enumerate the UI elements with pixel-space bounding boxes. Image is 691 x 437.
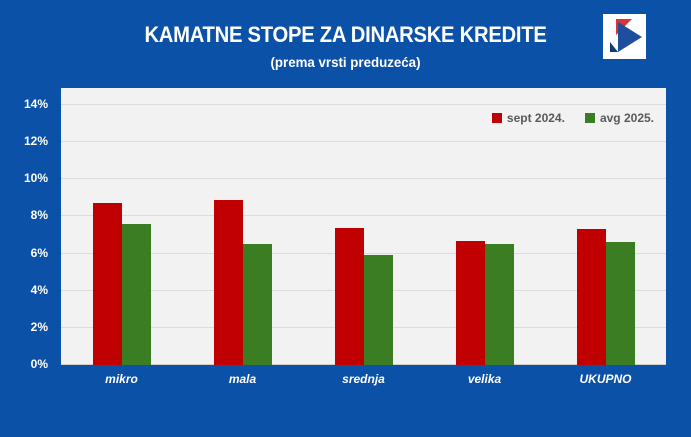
chevron-arrow-logo [603, 14, 646, 59]
x-tick-label-mala: mala [228, 372, 257, 386]
bar-mala-avg2025 [242, 244, 272, 365]
bar-mikro-avg2025 [121, 223, 151, 365]
bar-UKUPNO-sept2024 [576, 229, 606, 365]
bar-srednja-avg2025 [363, 255, 393, 365]
y-tick-label: 10% [23, 171, 48, 186]
bar-srednja-sept2024 [334, 227, 364, 365]
legend-label: avg 2025. [599, 111, 654, 125]
x-axis: mikro mala srednja velika UKUPNO [61, 372, 666, 392]
gridline-12 [61, 141, 666, 143]
gridline-6 [61, 252, 666, 254]
y-tick-label: 2% [30, 319, 48, 334]
legend: sept 2024. avg 2025. [491, 111, 654, 125]
legend-item-sept-2024: sept 2024. [491, 111, 565, 125]
y-axis: 0% 2% 4% 6% 8% 10% 12% 14% [0, 88, 54, 371]
bar-UKUPNO-avg2025 [605, 242, 635, 365]
x-tick-label-srednja: srednja [342, 372, 385, 386]
bar-mala-sept2024 [213, 199, 243, 365]
y-tick-label: 12% [23, 134, 48, 149]
gridline-10 [61, 178, 666, 180]
bar-velika-sept2024 [455, 240, 485, 365]
legend-item-avg-2025: avg 2025. [584, 111, 654, 125]
chart-title: KAMATNE STOPE ZA DINARSKE KREDITE [144, 22, 547, 47]
y-tick-label: 8% [30, 208, 48, 223]
x-tick-label-UKUPNO: UKUPNO [579, 372, 632, 386]
bar-velika-avg2025 [484, 244, 514, 365]
bar-mikro-sept2024 [92, 203, 122, 365]
legend-swatch-green [584, 113, 595, 123]
gridline-8 [61, 215, 666, 217]
y-tick-label: 14% [23, 97, 48, 112]
x-tick-label-velika: velika [467, 372, 502, 386]
y-tick-label: 0% [30, 357, 48, 371]
y-tick-label: 6% [30, 245, 48, 260]
y-tick-label: 4% [30, 282, 48, 297]
x-tick-label-mikro: mikro [105, 372, 138, 386]
legend-swatch-red [491, 113, 502, 123]
gridline-14 [61, 104, 666, 106]
plot-area: sept 2024. avg 2025. [61, 88, 666, 365]
legend-label: sept 2024. [506, 111, 565, 125]
chart-header: KAMATNE STOPE ZA DINARSKE KREDITE (prema… [0, 0, 691, 70]
chart-subtitle: (prema vrsti preduzeća) [270, 54, 421, 70]
